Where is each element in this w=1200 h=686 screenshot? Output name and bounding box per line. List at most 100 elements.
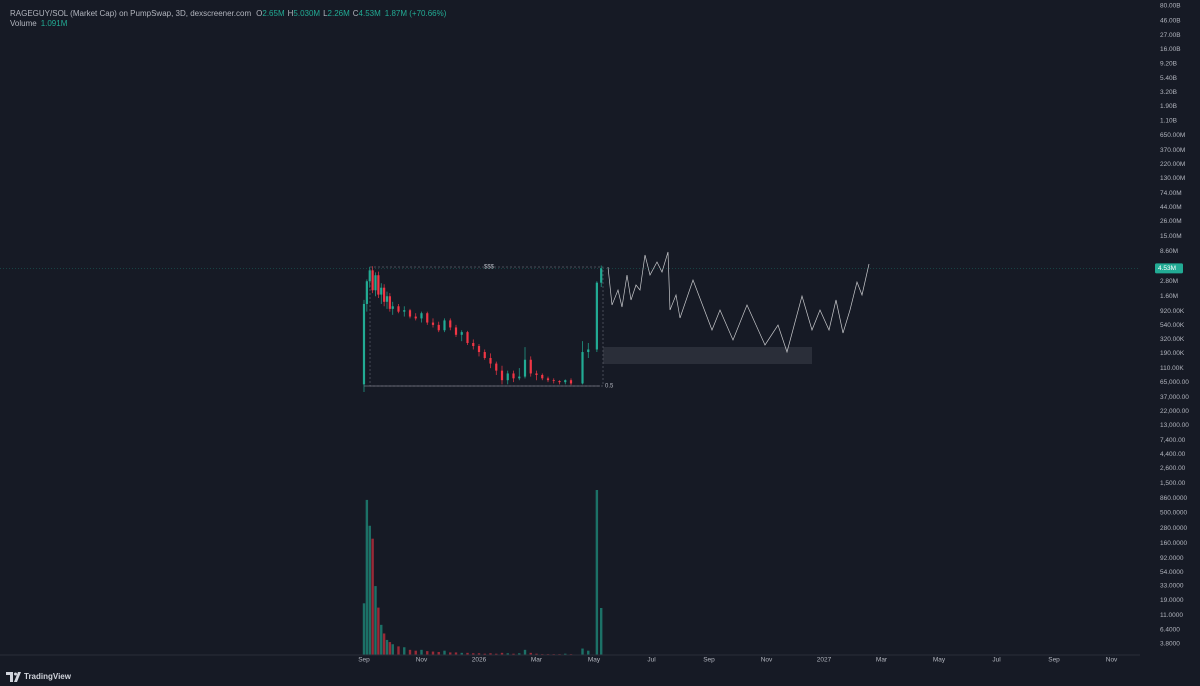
y-tick-label: 920.00K [1160, 308, 1185, 315]
volume-bar [587, 650, 590, 655]
y-tick-label: 16.00B [1160, 46, 1181, 53]
volume-bar [518, 653, 521, 655]
zone-box [603, 347, 812, 364]
ohlc-key: L [323, 9, 328, 18]
candle-body [431, 322, 435, 325]
y-tick-label: 110.00K [1160, 365, 1184, 372]
candle-body [380, 287, 383, 295]
volume-value: 1.091M [41, 19, 68, 28]
volume-bar [472, 653, 475, 655]
candle-body [449, 320, 452, 328]
y-tick-label: 1,500.00 [1160, 480, 1186, 487]
volume-bar [388, 642, 392, 655]
x-tick-label: Sep [703, 657, 715, 664]
candle-body [506, 373, 509, 381]
y-tick-label: 46.00B [1160, 18, 1181, 25]
y-tick-label: 22,000.00 [1160, 408, 1189, 415]
volume-bar [403, 647, 406, 655]
candle-body [443, 320, 446, 331]
candle-body [500, 370, 504, 381]
x-tick-label: Nov [761, 657, 773, 664]
y-tick-label: 15.00M [1160, 233, 1182, 240]
ohlc-key: H [288, 9, 294, 18]
volume-bar [377, 607, 380, 655]
candle-body [489, 358, 492, 364]
y-tick-label: 650.00M [1160, 132, 1185, 139]
y-tick-label: 27.00B [1160, 32, 1181, 39]
brand: TradingView [24, 672, 72, 681]
symbol: RAGEGUY/SOL (Market Cap) on PumpSwap, 3D… [10, 9, 251, 18]
volume-bar [397, 646, 400, 655]
volume-bar [414, 650, 417, 655]
last-price-label: 4.53M [1158, 265, 1176, 272]
y-tick-label: 1.60M [1160, 293, 1178, 300]
candle-body [408, 310, 412, 317]
volume-bar [371, 538, 374, 655]
x-tick-label: Nov [416, 657, 428, 664]
y-axis-panel [1140, 0, 1200, 686]
candle-body [569, 380, 573, 384]
candle-body [483, 352, 486, 359]
y-tick-label: 11.0000 [1160, 612, 1183, 619]
candle-body [564, 380, 567, 383]
candle-body [600, 268, 603, 283]
volume-key: Volume [10, 19, 37, 28]
x-tick-label: 2027 [817, 657, 832, 664]
volume-bar [599, 607, 603, 655]
volume-bar [506, 653, 509, 655]
y-tick-label: 37,000.00 [1160, 394, 1189, 401]
y-tick-label: 13,000.00 [1160, 422, 1189, 429]
volume-bar [374, 586, 377, 655]
x-tick-label: 2026 [472, 657, 487, 664]
y-tick-label: 130.00M [1160, 175, 1185, 182]
level-label: 0.5 [605, 384, 614, 390]
header: RAGEGUY/SOL (Market Cap) on PumpSwap, 3D… [10, 9, 447, 18]
y-tick-label: 220.00M [1160, 161, 1185, 168]
volume-bar [382, 633, 386, 655]
x-tick-label: Sep [1048, 657, 1060, 664]
y-tick-label: 280.0000 [1160, 525, 1187, 532]
y-tick-label: 6.4000 [1160, 626, 1180, 633]
y-tick-label: 2.80M [1160, 278, 1178, 285]
volume-bar [495, 653, 498, 655]
candle-body [472, 343, 475, 347]
x-tick-label: May [933, 657, 946, 664]
x-tick-label: May [588, 657, 601, 664]
x-tick-label: Mar [531, 657, 543, 664]
candle-body [365, 281, 368, 304]
volume-bar [454, 652, 458, 655]
volume-bar [564, 653, 567, 655]
candle-body [466, 332, 469, 343]
y-tick-label: 74.00M [1160, 190, 1182, 197]
x-tick-label: Sep [358, 657, 370, 664]
y-tick-label: 9.20B [1160, 61, 1177, 68]
candle-body [383, 287, 386, 302]
volume-bar [483, 653, 486, 655]
candle-body [595, 282, 598, 350]
candle-body [403, 310, 406, 312]
volume-bar [512, 653, 515, 655]
y-tick-label: 540.00K [1160, 322, 1185, 329]
y-tick-label: 4,400.00 [1160, 451, 1186, 458]
ohlc-legend: O2.65M H5.030M L2.26M C4.53M [256, 9, 381, 18]
y-tick-label: 80.00B [1160, 3, 1181, 10]
candle-body [377, 275, 380, 295]
volume-bar [449, 652, 452, 655]
candle-body [385, 296, 389, 302]
volume-bar [420, 649, 423, 655]
y-tick-label: 54.0000 [1160, 569, 1184, 576]
ohlc-key: C [353, 9, 359, 18]
volume-bar [365, 499, 369, 655]
y-tick-label: 860.0000 [1160, 495, 1187, 502]
candle-body [414, 316, 417, 319]
y-tick-label: 33.0000 [1160, 582, 1184, 589]
candle-body [518, 376, 521, 379]
volume-bar [368, 525, 371, 655]
candle-body [477, 346, 481, 353]
forecast-path [607, 251, 870, 354]
candle-body [368, 270, 371, 282]
volume-bar [489, 653, 492, 655]
candle-body [397, 306, 400, 312]
y-tick-label: 8.60M [1160, 248, 1178, 255]
candle-body [541, 374, 544, 379]
